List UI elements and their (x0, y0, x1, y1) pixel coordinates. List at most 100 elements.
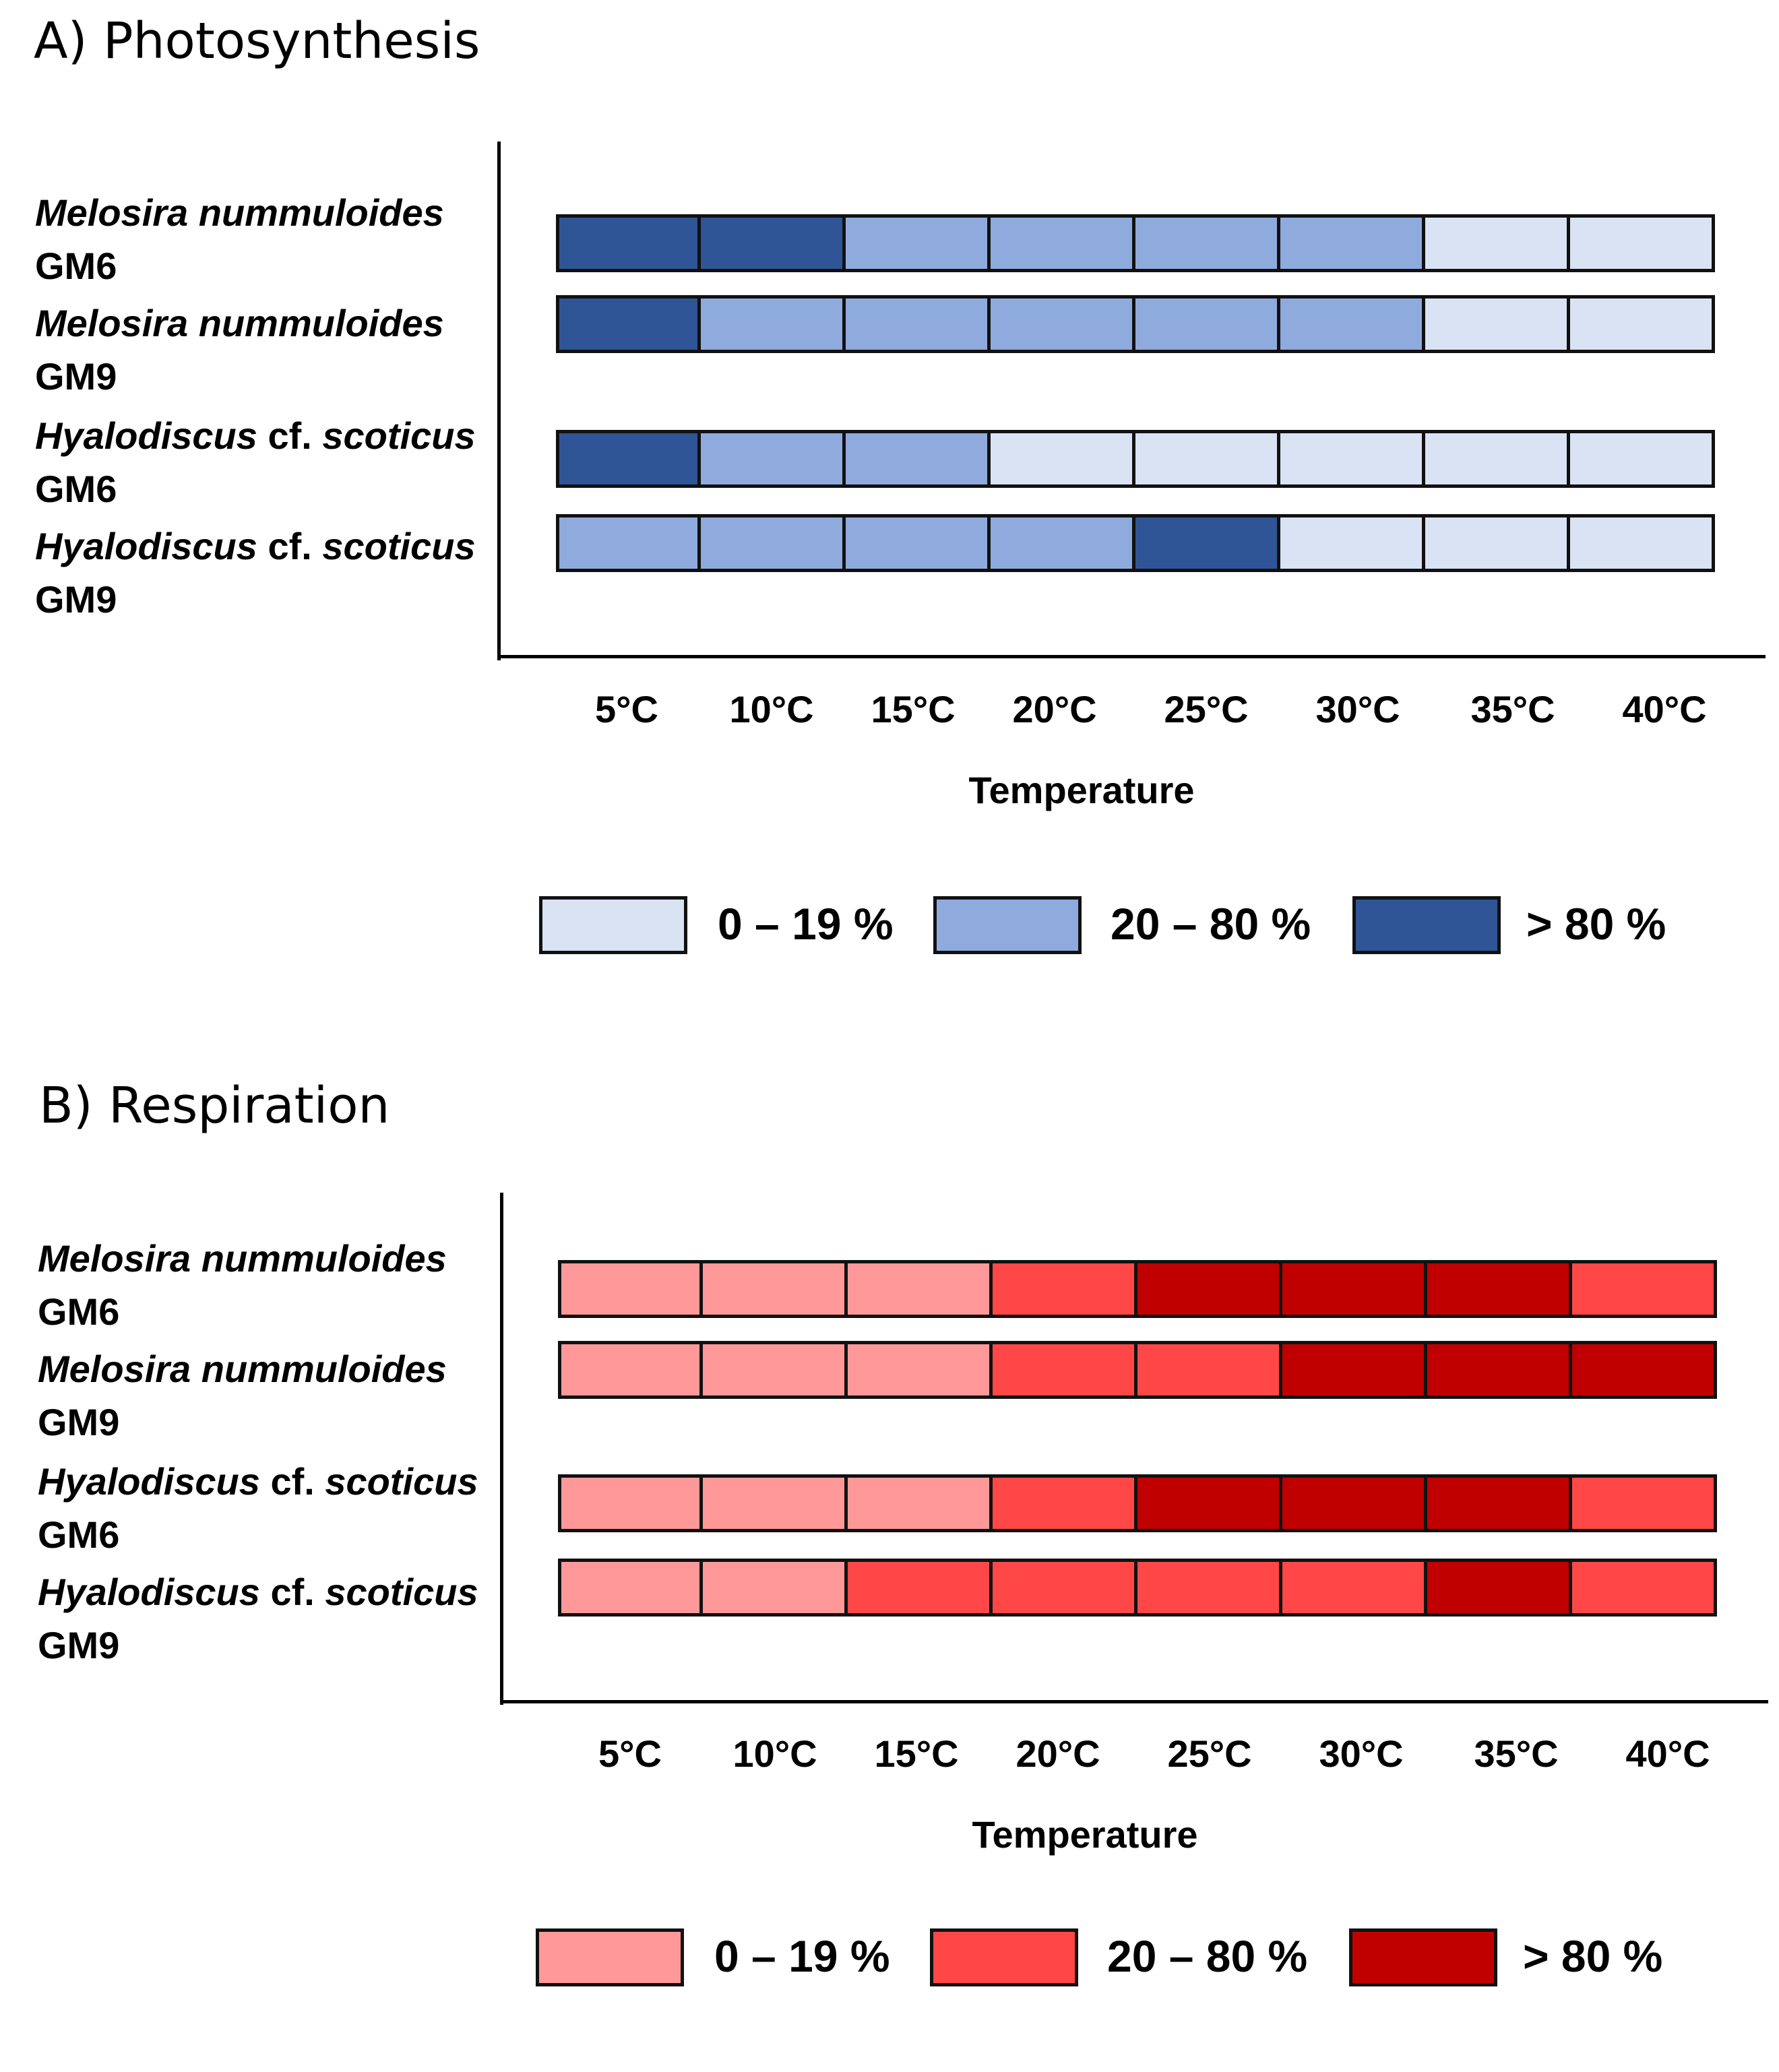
heatmap-cell-high (1279, 1341, 1427, 1399)
heatmap-cell-mid (1279, 1559, 1427, 1616)
panel-title: A) Photosynthesis (34, 12, 480, 70)
heatmap-row (556, 430, 1715, 488)
y-axis-line (500, 1193, 503, 1705)
heatmap-cell-low (1567, 214, 1715, 272)
x-axis-line (497, 655, 1766, 658)
heatmap-cell-mid (556, 514, 701, 572)
heatmap-cell-mid (842, 214, 991, 272)
x-tick-label: 25°C (1164, 688, 1249, 730)
row-label-species: Hyalodiscus cf. scoticus (38, 1460, 478, 1503)
photosynthesis-panel: A) Photosynthesis Melosira nummuloides G… (0, 0, 1779, 1007)
legend-label-low: 0 – 19 % (718, 899, 894, 949)
legend-label-high: > 80 % (1526, 899, 1666, 949)
x-tick-label: 10°C (732, 1732, 817, 1775)
row-label-species: Melosira nummuloides (35, 302, 444, 344)
heatmap-cell-low (844, 1474, 993, 1532)
legend-swatch-low (536, 1928, 684, 1986)
heatmap-cell-low (1277, 514, 1425, 572)
panel-title: B) Respiration (39, 1077, 390, 1135)
row-label-species: Melosira nummuloides (38, 1237, 447, 1280)
row-label-species: Melosira nummuloides (35, 191, 444, 234)
x-tick-label: 10°C (729, 688, 814, 730)
heatmap-cell-low (699, 1260, 848, 1318)
heatmap-cell-mid (1134, 1341, 1282, 1399)
heatmap-cell-low (558, 1341, 703, 1399)
heatmap-cell-low (844, 1260, 993, 1318)
heatmap-cell-low (844, 1341, 993, 1399)
heatmap-cell-high (556, 295, 701, 353)
row-label-strain: GM6 (35, 245, 117, 287)
heatmap-cell-low (558, 1260, 703, 1318)
heatmap-cell-high (556, 430, 701, 488)
legend-label-low: 0 – 19 % (714, 1931, 890, 1981)
x-tick-label: 25°C (1167, 1732, 1252, 1775)
heatmap-cell-mid (842, 295, 991, 353)
legend-swatch-low (539, 896, 687, 954)
row-label-strain: GM6 (35, 468, 117, 510)
row-label-species: Hyalodiscus cf. scoticus (38, 1571, 478, 1613)
heatmap-cell-mid (1132, 295, 1280, 353)
heatmap-cell-low (987, 430, 1135, 488)
row-label-strain: GM9 (38, 1624, 120, 1666)
heatmap-cell-mid (1277, 295, 1425, 353)
heatmap-cell-mid (1134, 1559, 1282, 1616)
row-label-species: Hyalodiscus cf. scoticus (35, 525, 476, 567)
heatmap-cell-low (699, 1341, 848, 1399)
heatmap-cell-high (1134, 1474, 1282, 1532)
row-label-strain: GM9 (35, 578, 117, 621)
heatmap-cell-mid (842, 430, 991, 488)
heatmap-cell-low (1567, 295, 1715, 353)
heatmap-cell-mid (989, 1260, 1137, 1318)
legend-swatch-mid (933, 896, 1082, 954)
heatmap-row (558, 1474, 1717, 1532)
heatmap-cell-high (1424, 1559, 1572, 1616)
row-label-species: Hyalodiscus cf. scoticus (35, 414, 476, 457)
heatmap-row (556, 514, 1715, 572)
heatmap-cell-high (556, 214, 701, 272)
x-tick-label: 30°C (1315, 688, 1400, 730)
heatmap-cell-mid (987, 295, 1135, 353)
x-tick-label: 35°C (1470, 688, 1555, 730)
heatmap-cell-high (1134, 1260, 1282, 1318)
heatmap-cell-mid (989, 1474, 1137, 1532)
heatmap-cell-mid (989, 1341, 1137, 1399)
heatmap-cell-low (1132, 430, 1280, 488)
legend-label-mid: 20 – 80 % (1107, 1931, 1308, 1981)
heatmap-cell-low (1567, 430, 1715, 488)
heatmap-cell-mid (842, 514, 991, 572)
heatmap-cell-mid (987, 514, 1135, 572)
heatmap-cell-mid (1277, 214, 1425, 272)
row-label-species: Melosira nummuloides (38, 1348, 447, 1390)
heatmap-cell-mid (697, 514, 846, 572)
heatmap-cell-high (697, 214, 846, 272)
x-tick-label: 35°C (1474, 1732, 1559, 1775)
heatmap-cell-high (1569, 1341, 1717, 1399)
heatmap-cell-low (1277, 430, 1425, 488)
heatmap-cell-low (1422, 430, 1570, 488)
x-tick-label: 5°C (598, 1732, 662, 1775)
heatmap-cell-high (1279, 1474, 1427, 1532)
heatmap-cell-mid (1569, 1559, 1717, 1616)
y-axis-line (497, 142, 501, 660)
x-axis-title: Temperature (972, 1813, 1198, 1856)
x-tick-label: 20°C (1012, 688, 1097, 730)
heatmap-cell-low (1422, 295, 1570, 353)
legend-swatch-mid (930, 1928, 1078, 1986)
heatmap-cell-low (699, 1559, 848, 1616)
x-tick-label: 30°C (1319, 1732, 1404, 1775)
respiration-panel: B) Respiration Melosira nummuloides GM6 … (0, 1065, 1779, 2072)
heatmap-row (558, 1559, 1717, 1616)
legend-label-mid: 20 – 80 % (1111, 899, 1311, 949)
heatmap-cell-mid (844, 1559, 993, 1616)
heatmap-cell-low (1567, 514, 1715, 572)
heatmap-cell-high (1279, 1260, 1427, 1318)
heatmap-cell-mid (1569, 1260, 1717, 1318)
heatmap-cell-mid (697, 295, 846, 353)
heatmap-row (558, 1260, 1717, 1318)
heatmap-cell-mid (697, 430, 846, 488)
heatmap-cell-low (558, 1559, 703, 1616)
x-axis-line (500, 1700, 1768, 1703)
heatmap-cell-low (1422, 514, 1570, 572)
heatmap-cell-mid (1569, 1474, 1717, 1532)
heatmap-cell-mid (987, 214, 1135, 272)
